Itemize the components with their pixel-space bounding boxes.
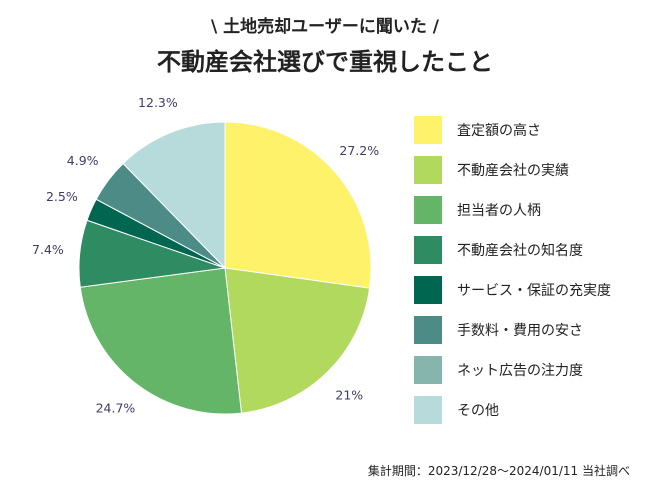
- pie-slice: [224, 267, 371, 414]
- chart-subtitle: \ 土地売却ユーザーに聞いた /: [211, 17, 439, 37]
- legend-label: 不動産会社の実績: [457, 163, 569, 179]
- legend-swatch: [414, 116, 442, 144]
- legend-label: 査定額の高さ: [457, 123, 541, 139]
- pie-slice: [224, 121, 372, 289]
- legend-swatch: [414, 156, 442, 184]
- legend-label: 担当者の人柄: [457, 203, 541, 219]
- slice-value-label: 7.4%: [32, 242, 64, 257]
- legend-item: ネット広告の注力度: [414, 356, 611, 384]
- legend-swatch: [414, 196, 442, 224]
- legend-label: 手数料・費用の安さ: [457, 323, 583, 339]
- legend-swatch: [414, 396, 442, 424]
- slice-value-label: 2.5%: [46, 189, 78, 204]
- slice-value-label: 4.9%: [67, 153, 99, 168]
- slice-value-label: 21%: [335, 387, 363, 402]
- legend-swatch: [414, 356, 442, 384]
- legend-label: サービス・保証の充実度: [457, 283, 611, 299]
- legend-label: ネット広告の注力度: [457, 363, 583, 379]
- legend-swatch: [414, 316, 442, 344]
- legend-swatch: [414, 236, 442, 264]
- chart-title: 不動産会社選びで重視したこと: [157, 48, 493, 76]
- pie-slice: [79, 267, 243, 415]
- legend-item: 手数料・費用の安さ: [414, 316, 611, 344]
- legend-swatch: [414, 276, 442, 304]
- legend-item: 査定額の高さ: [414, 116, 611, 144]
- pie-slice: [122, 121, 226, 270]
- slice-value-label: 24.7%: [96, 400, 136, 415]
- legend-label: その他: [457, 403, 499, 419]
- legend-item: サービス・保証の充実度: [414, 276, 611, 304]
- legend-item: 担当者の人柄: [414, 196, 611, 224]
- legend-item: その他: [414, 396, 611, 424]
- legend: 査定額の高さ 不動産会社の実績 担当者の人柄 不動産会社の知名度 サービス・保証…: [414, 116, 611, 436]
- legend-label: 不動産会社の知名度: [457, 243, 583, 259]
- footnote: 集計期間：2023/12/28〜2024/01/11 当社調べ: [367, 464, 630, 478]
- legend-item: 不動産会社の知名度: [414, 236, 611, 264]
- slice-value-label: 12.3%: [138, 95, 178, 110]
- slice-value-label: 27.2%: [339, 143, 379, 158]
- legend-item: 不動産会社の実績: [414, 156, 611, 184]
